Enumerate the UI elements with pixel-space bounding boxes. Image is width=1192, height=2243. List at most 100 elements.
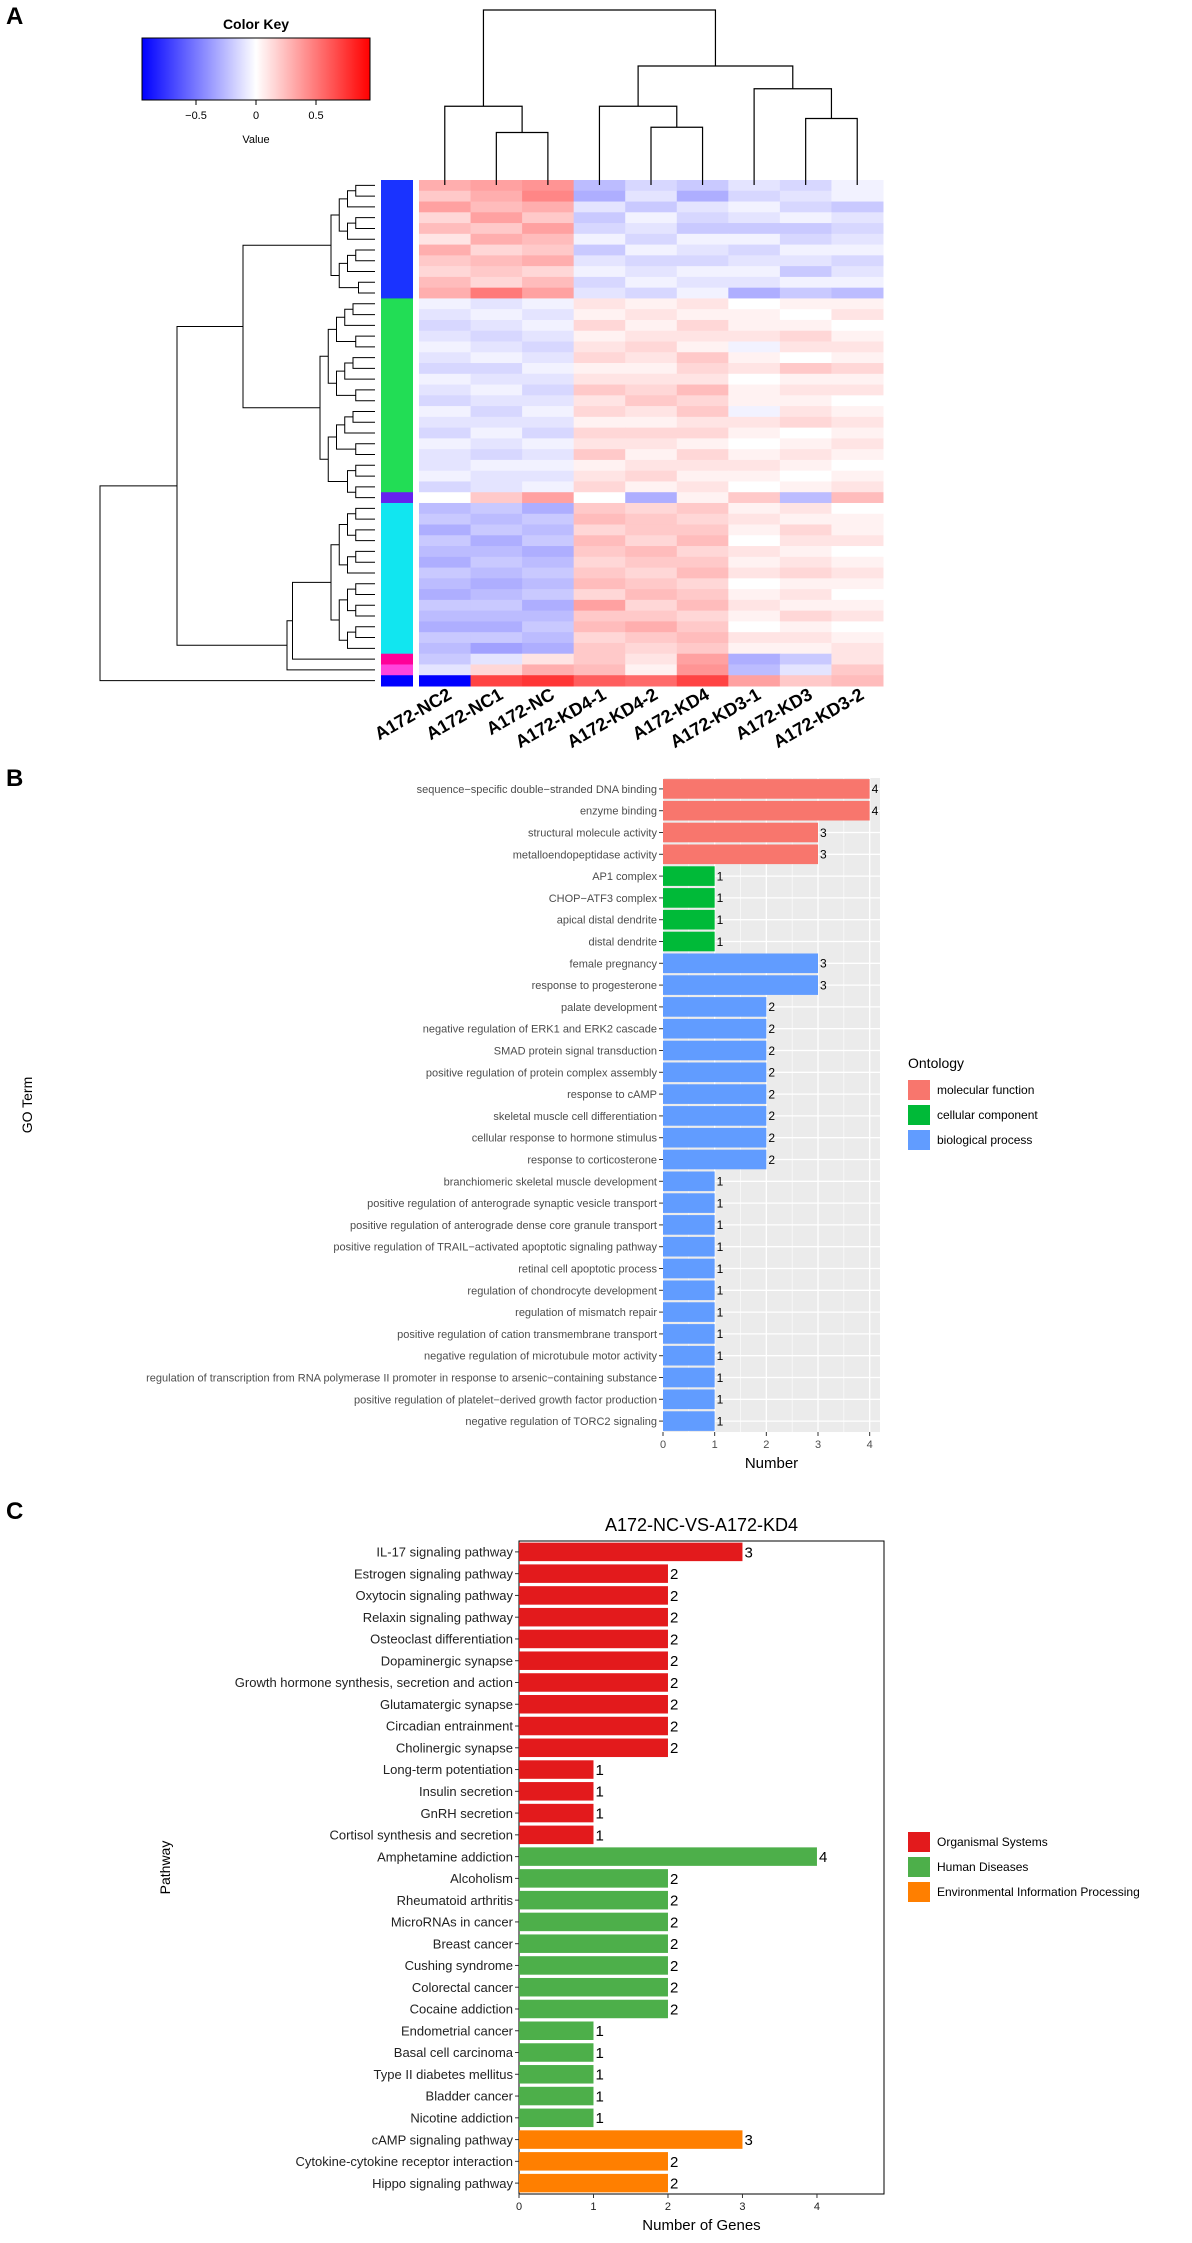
category-label: palate development: [561, 1002, 657, 1014]
heatmap-cell: [470, 470, 523, 482]
category-label: GnRH secretion: [421, 1806, 513, 1821]
heatmap-cell: [573, 309, 626, 321]
row-dendrogram-link: [286, 620, 375, 671]
heatmap-cell: [728, 416, 781, 429]
heatmap-cell: [470, 180, 523, 192]
heatmap-cell: [676, 244, 729, 256]
category-label: skeletal muscle cell differentiation: [493, 1111, 657, 1123]
x-tick-label: 0: [516, 2201, 522, 2213]
category-label: Endometrial cancer: [401, 2023, 514, 2038]
heatmap-cell: [728, 578, 781, 590]
heatmap-cell: [470, 556, 523, 569]
heatmap-cell: [625, 567, 678, 579]
heatmap-cell: [831, 470, 884, 482]
bar: [519, 2108, 594, 2128]
heatmap-cell: [573, 373, 626, 386]
heatmap-cell: [573, 481, 626, 493]
panel-label-a: A: [6, 3, 23, 30]
heatmap-cell: [676, 223, 729, 235]
heatmap-cell: [419, 599, 472, 612]
heatmap-cell: [573, 406, 626, 418]
heatmap-cell: [419, 513, 472, 526]
row-dendrogram-link: [336, 370, 356, 396]
heatmap-cell: [728, 352, 781, 364]
category-label: cellular response to hormone stimulus: [472, 1133, 658, 1145]
heatmap-cell: [573, 255, 626, 267]
heatmap-cell: [728, 427, 781, 439]
y-axis-title: Pathway: [157, 1841, 173, 1895]
heatmap-cell: [625, 664, 678, 676]
heatmap-cell: [470, 632, 523, 644]
heatmap-cell: [625, 524, 678, 536]
heatmap-cell: [573, 492, 626, 504]
category-label: Glutamatergic synapse: [380, 1697, 513, 1712]
heatmap-cell: [779, 621, 832, 633]
bar: [519, 1825, 594, 1845]
heatmap-cell: [831, 309, 884, 321]
heatmap-cell: [522, 502, 575, 515]
category-label: cAMP signaling pathway: [372, 2132, 514, 2147]
category-label: positive regulation of TRAIL−activated a…: [333, 1242, 657, 1254]
category-label: Bladder cancer: [426, 2089, 514, 2104]
category-label: Amphetamine addiction: [377, 1849, 513, 1864]
heatmap-cell: [831, 459, 884, 472]
heatmap-cell: [779, 470, 832, 482]
bar: [663, 1127, 767, 1148]
heatmap-cell: [728, 223, 781, 235]
heatmap-cell: [779, 298, 832, 310]
heatmap-cell: [779, 632, 832, 644]
category-label: Insulin secretion: [419, 1784, 513, 1799]
heatmap-cell: [522, 341, 575, 353]
row-dendrogram-link: [242, 244, 331, 409]
row-dendrogram-link: [347, 190, 375, 208]
heatmap-cell: [470, 309, 523, 321]
heatmap-cell: [522, 675, 575, 687]
heatmap-cell: [728, 621, 781, 633]
heatmap-cell: [522, 276, 575, 289]
heatmap-cell: [831, 610, 884, 622]
row-dendrogram-link: [347, 556, 375, 574]
heatmap-cell: [779, 201, 832, 213]
heatmap-cell: [419, 384, 472, 396]
heatmap-panel: Color Key−0.5 0 0.5ValueA172-NC2A172-NC1A1…: [99, 9, 884, 752]
heatmap-cell: [625, 201, 678, 213]
heatmap-cell: [779, 276, 832, 289]
heatmap-cell: [470, 524, 523, 536]
heatmap-cell: [625, 589, 678, 601]
column-dendrogram-link: [805, 117, 858, 185]
row-dendrogram-link: [99, 485, 375, 682]
row-dendrogram-link: [327, 436, 348, 482]
color-key-bar: [141, 37, 371, 101]
heatmap-cell: [625, 276, 678, 289]
heatmap-cell: [676, 255, 729, 267]
row-cluster-bar-deep-blue: [381, 675, 413, 687]
bar-value-label: 1: [717, 913, 724, 927]
heatmap-cell: [831, 255, 884, 267]
heatmap-cell: [676, 513, 729, 526]
heatmap-cell: [470, 492, 523, 504]
heatmap-cell: [676, 233, 729, 246]
bar-value-label: 2: [768, 1087, 775, 1101]
bar-value-label: 1: [717, 1305, 724, 1319]
heatmap-cell: [779, 406, 832, 418]
heatmap-cell: [573, 395, 626, 407]
heatmap-cell: [573, 416, 626, 429]
heatmap-cell: [831, 201, 884, 213]
heatmap-cell: [573, 190, 626, 203]
heatmap-cell: [625, 330, 678, 342]
bar: [663, 1258, 715, 1279]
heatmap-cell: [728, 233, 781, 246]
heatmap-cell: [676, 567, 729, 579]
heatmap-cell: [419, 201, 472, 213]
bar-value-label: 2: [670, 1893, 678, 1910]
heatmap-cell: [522, 621, 575, 633]
heatmap-cell: [470, 481, 523, 493]
heatmap-cell: [676, 319, 729, 332]
heatmap-cell: [831, 578, 884, 590]
heatmap-cell: [419, 438, 472, 450]
category-label: Relaxin signaling pathway: [363, 1610, 514, 1625]
heatmap-cell: [419, 427, 472, 439]
heatmap-cell: [573, 675, 626, 687]
bar: [519, 1673, 668, 1692]
bar: [519, 1869, 668, 1888]
